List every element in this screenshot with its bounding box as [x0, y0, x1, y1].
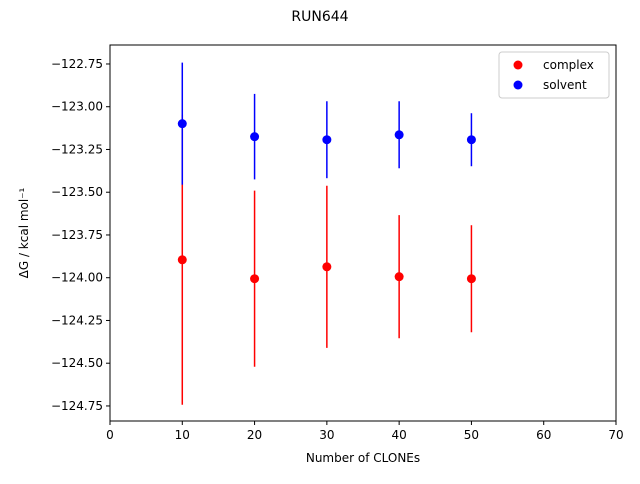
x-tick-label: 50: [464, 428, 479, 442]
y-tick-label: −124.75: [51, 399, 103, 413]
legend-label: complex: [543, 58, 594, 72]
x-tick-label: 30: [319, 428, 334, 442]
y-tick-label: −124.50: [51, 356, 103, 370]
plot-frame: [109, 44, 617, 422]
y-tick-label: −123.00: [51, 100, 103, 114]
x-tick-label: 40: [392, 428, 407, 442]
y-tick-label: −123.50: [51, 185, 103, 199]
point: [250, 132, 260, 142]
chart-title: RUN644: [291, 9, 348, 25]
y-axis-label: ΔG / kcal mol⁻¹: [17, 187, 31, 278]
y-tick-label: −124.25: [51, 313, 103, 327]
y-tick-label: −124.00: [51, 271, 103, 285]
legend-marker: [513, 60, 523, 70]
x-tick-label: 60: [536, 428, 551, 442]
legend-marker: [513, 80, 523, 90]
x-tick-label: 0: [106, 428, 114, 442]
point: [466, 135, 476, 145]
y-tick-label: −122.75: [51, 57, 103, 71]
point: [394, 272, 404, 282]
legend-box: [498, 51, 610, 99]
point: [394, 130, 404, 140]
y-tick-label: −123.25: [51, 142, 103, 156]
point: [322, 262, 332, 272]
point: [322, 135, 332, 145]
x-tick-label: 10: [175, 428, 190, 442]
x-tick-label: 20: [247, 428, 262, 442]
x-tick-label: 70: [608, 428, 623, 442]
legend-label: solvent: [543, 78, 587, 92]
point: [250, 274, 260, 284]
point: [466, 274, 476, 284]
point: [177, 255, 187, 265]
x-axis-label: Number of CLONEs: [306, 451, 420, 465]
y-tick-label: −123.75: [51, 228, 103, 242]
point: [177, 119, 187, 129]
